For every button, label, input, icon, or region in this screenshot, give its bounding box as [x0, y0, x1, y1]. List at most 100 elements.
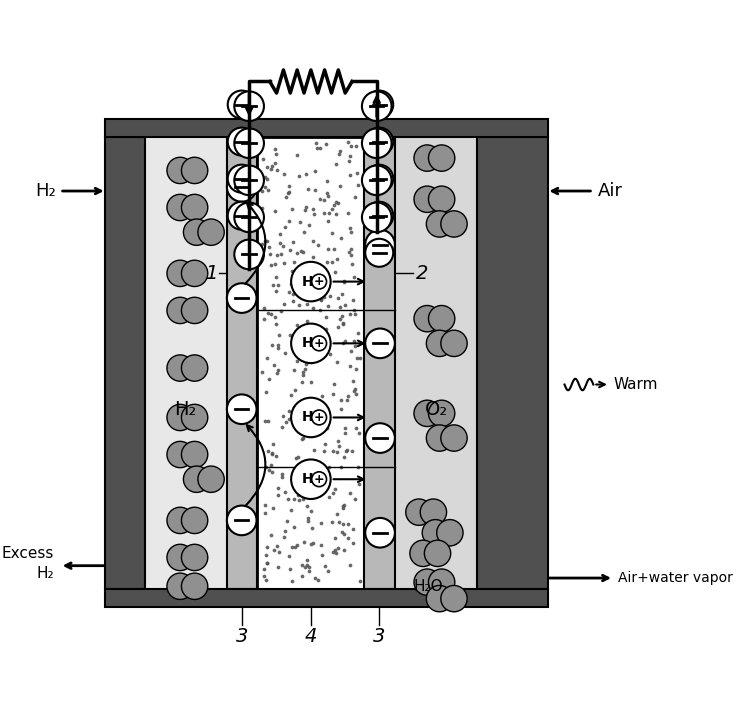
Point — [349, 304, 361, 315]
Text: +: + — [314, 337, 325, 350]
Point — [301, 299, 313, 310]
Point — [300, 205, 312, 216]
Circle shape — [312, 410, 326, 425]
Point — [299, 363, 311, 374]
Text: +: + — [314, 411, 325, 424]
Bar — [227, 137, 257, 589]
Circle shape — [235, 91, 264, 121]
Point — [286, 265, 298, 276]
Circle shape — [365, 202, 393, 230]
Circle shape — [427, 425, 453, 451]
Circle shape — [441, 585, 467, 612]
Point — [337, 337, 349, 349]
Point — [332, 292, 344, 304]
Point — [306, 376, 317, 388]
Text: H₂O: H₂O — [413, 579, 443, 594]
Point — [259, 171, 270, 182]
Bar — [105, 137, 144, 589]
Point — [287, 296, 298, 307]
Point — [285, 505, 297, 516]
Point — [336, 309, 348, 321]
Point — [272, 279, 284, 291]
Circle shape — [198, 219, 224, 246]
Point — [297, 432, 309, 444]
Point — [268, 502, 279, 513]
Point — [336, 289, 347, 300]
Point — [350, 422, 362, 434]
Point — [265, 163, 277, 174]
Point — [337, 518, 349, 530]
Point — [282, 494, 294, 505]
Point — [309, 166, 321, 177]
Circle shape — [429, 400, 454, 426]
Point — [267, 467, 279, 478]
Circle shape — [182, 404, 207, 431]
Point — [292, 345, 304, 356]
Text: +: + — [314, 275, 325, 288]
Point — [345, 150, 356, 162]
Point — [336, 394, 347, 406]
Bar — [395, 137, 477, 589]
Text: H₂: H₂ — [174, 400, 197, 419]
Point — [272, 482, 284, 494]
Point — [339, 544, 350, 556]
Point — [269, 258, 281, 269]
Circle shape — [414, 186, 441, 213]
Point — [268, 279, 279, 291]
Point — [321, 187, 333, 199]
Point — [257, 154, 268, 165]
Point — [279, 486, 291, 498]
Point — [262, 185, 273, 196]
Point — [334, 302, 346, 313]
Circle shape — [228, 128, 256, 156]
Circle shape — [167, 544, 194, 571]
Point — [337, 317, 349, 329]
Point — [345, 249, 357, 261]
Point — [320, 438, 331, 449]
Point — [314, 193, 325, 205]
Circle shape — [227, 505, 257, 535]
Point — [327, 546, 339, 558]
Point — [351, 167, 363, 178]
Text: H: H — [302, 336, 314, 350]
Point — [259, 571, 270, 582]
Text: 3: 3 — [373, 628, 386, 646]
Point — [320, 311, 332, 322]
Point — [310, 457, 322, 469]
Point — [350, 363, 362, 374]
Point — [344, 487, 356, 498]
Circle shape — [429, 305, 454, 332]
Circle shape — [183, 219, 210, 246]
Circle shape — [362, 91, 391, 121]
Point — [298, 365, 309, 377]
Circle shape — [167, 442, 194, 467]
Point — [336, 526, 348, 538]
Point — [262, 445, 274, 457]
Point — [343, 246, 355, 258]
Point — [259, 415, 271, 426]
Point — [270, 149, 282, 160]
Point — [306, 522, 318, 533]
Point — [265, 530, 276, 541]
Point — [335, 461, 347, 472]
Point — [329, 544, 341, 556]
Point — [334, 517, 345, 528]
Point — [262, 241, 274, 253]
Point — [347, 523, 359, 535]
Point — [334, 146, 346, 157]
Point — [323, 461, 335, 472]
Point — [349, 191, 361, 202]
Point — [328, 243, 340, 255]
Circle shape — [441, 425, 467, 451]
Point — [325, 348, 336, 360]
Point — [339, 299, 351, 311]
Point — [270, 449, 282, 461]
Point — [284, 245, 296, 256]
Circle shape — [427, 585, 453, 612]
Circle shape — [365, 518, 395, 548]
Point — [344, 360, 356, 372]
Circle shape — [427, 211, 453, 237]
Point — [285, 389, 297, 401]
Bar — [105, 589, 548, 607]
Bar — [395, 137, 477, 589]
